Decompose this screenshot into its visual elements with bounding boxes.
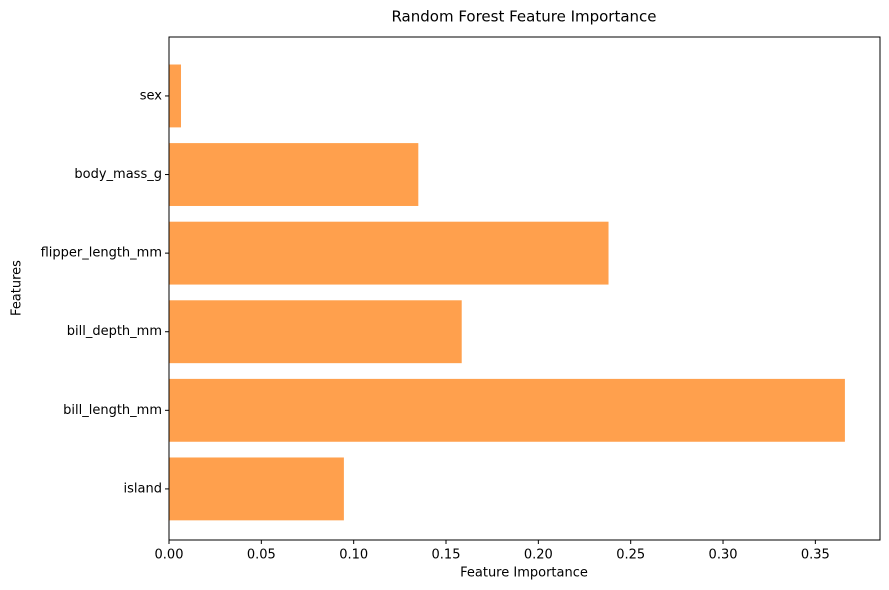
x-tick-label: 0.15 [432,548,461,563]
x-tick-label: 0.30 [709,548,738,563]
x-tick-label: 0.10 [339,548,368,563]
bar [169,378,845,442]
chart-title: Random Forest Feature Importance [391,8,656,26]
y-tick-label: bill_depth_mm [67,324,162,339]
x-tick-label: 0.00 [155,548,184,563]
x-axis-label: Feature Importance [460,566,588,581]
bar [169,221,609,285]
bar [169,300,462,364]
y-tick-label: bill_length_mm [63,403,162,418]
x-tick-label: 0.20 [524,548,553,563]
y-tick-label: island [124,481,162,496]
y-tick-label: sex [140,88,163,103]
bar [169,143,419,206]
x-tick-label: 0.35 [801,548,830,563]
y-axis-label: Features [10,260,25,316]
x-tick-label: 0.05 [247,548,276,563]
bar [169,64,182,128]
bar [169,457,344,521]
plot-frame [168,36,881,541]
y-tick-label: body_mass_g [74,167,162,182]
x-tick-label: 0.25 [616,548,645,563]
y-tick-label: flipper_length_mm [41,246,162,261]
